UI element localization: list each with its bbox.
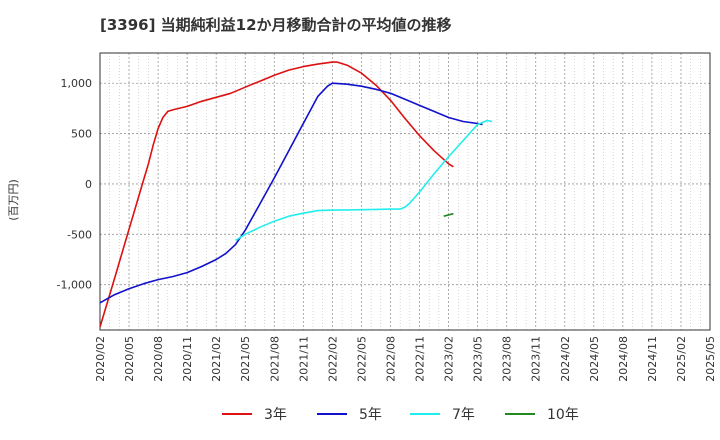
x-tick-label: 2024/11 xyxy=(646,336,659,382)
grid xyxy=(100,53,710,330)
x-tick-label: 2023/08 xyxy=(501,336,514,382)
x-tick-label: 2025/05 xyxy=(704,336,717,382)
series-line-5年 xyxy=(99,82,483,304)
x-tick-label: 2021/11 xyxy=(297,336,310,382)
legend-label: 10年 xyxy=(547,407,579,423)
legend-label: 3年 xyxy=(264,407,287,423)
series-line-10年 xyxy=(443,212,454,217)
x-tick-label: 2022/08 xyxy=(384,336,397,382)
y-tick-label: 1,000 xyxy=(61,77,93,90)
y-tick-label: 0 xyxy=(85,178,92,191)
legend-label: 7年 xyxy=(452,407,475,423)
x-tick-label: 2020/02 xyxy=(94,336,107,382)
x-tick-label: 2024/08 xyxy=(617,336,630,382)
x-tick-label: 2024/05 xyxy=(588,336,601,382)
legend: 3年 5年 7年 10年 xyxy=(222,407,579,423)
series-layer xyxy=(99,61,493,328)
y-tick-label: 500 xyxy=(71,128,92,141)
y-axis-ticks: 1,000 500 0 -500 -1,000 xyxy=(57,77,92,291)
x-tick-label: 2023/02 xyxy=(443,336,456,382)
chart-title: [3396] 当期純利益12か月移動合計の平均値の推移 xyxy=(100,16,452,34)
legend-label: 5年 xyxy=(359,407,382,423)
y-axis-label: (百万円) xyxy=(7,179,20,221)
x-tick-label: 2022/05 xyxy=(355,336,368,382)
x-tick-label: 2021/02 xyxy=(210,336,223,382)
x-tick-label: 2023/05 xyxy=(472,336,485,382)
x-tick-label: 2023/11 xyxy=(530,336,543,382)
x-tick-label: 2021/08 xyxy=(268,336,281,382)
y-tick-label: -1,000 xyxy=(57,279,92,292)
series-line-7年 xyxy=(235,119,493,242)
x-tick-label: 2020/05 xyxy=(123,336,136,382)
x-tick-label: 2020/08 xyxy=(152,336,165,382)
x-tick-label: 2020/11 xyxy=(181,336,194,382)
x-tick-label: 2021/05 xyxy=(239,336,252,382)
x-tick-label: 2022/11 xyxy=(414,336,427,382)
series-line-3年 xyxy=(99,61,454,328)
x-tick-label: 2024/02 xyxy=(559,336,572,382)
x-axis-ticks: 2020/02 2020/05 2020/08 2020/11 2021/02 2021/… xyxy=(94,336,717,382)
y-tick-label: -500 xyxy=(67,228,92,241)
plot-frame xyxy=(99,52,711,331)
x-tick-label: 2025/02 xyxy=(675,336,688,382)
x-tick-label: 2022/02 xyxy=(326,336,339,382)
